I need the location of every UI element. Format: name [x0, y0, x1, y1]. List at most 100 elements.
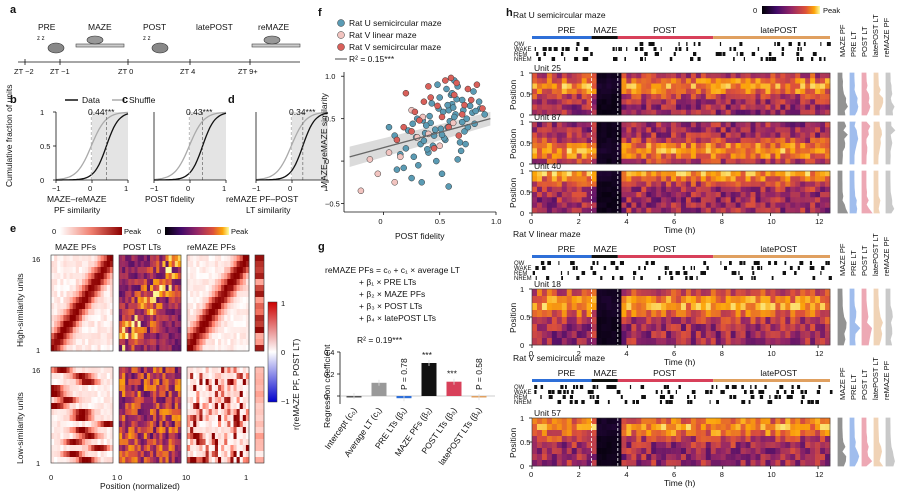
heatmap-cell: [236, 397, 240, 404]
raster-cell: [820, 303, 826, 311]
heatmap-cell: [233, 433, 237, 440]
state-tick: [573, 385, 575, 389]
heatmap-cell: [91, 321, 95, 328]
heatmap-cell: [106, 339, 111, 346]
raster-cell: [561, 303, 568, 311]
heatmap-cell: [63, 385, 67, 392]
heatmap-cell: [82, 451, 86, 458]
raster-cell: [641, 99, 647, 105]
state-tick: [565, 385, 567, 389]
heatmap-cell: [106, 409, 111, 416]
raster-cell: [725, 143, 731, 149]
raster-cell: [740, 310, 746, 318]
heatmap-cell: [134, 451, 138, 458]
unit-raster-heatmap: [532, 73, 831, 116]
raster-cell: [546, 296, 553, 304]
raster-cell: [725, 94, 731, 100]
heatmap-cell: [165, 415, 169, 422]
heatmap-cell: [97, 457, 101, 464]
state-tick: [575, 47, 578, 51]
raster-cell: [561, 442, 568, 449]
raster-cell: [586, 324, 592, 332]
heatmap-cell: [51, 327, 55, 334]
state-tick: [584, 47, 587, 51]
heatmap-cell: [187, 439, 191, 446]
heatmap-cell: [119, 303, 123, 310]
raster-cell: [700, 132, 707, 139]
raster-cell: [651, 127, 657, 133]
raster-cell: [671, 99, 677, 105]
raster-cell: [676, 158, 682, 165]
raster-cell: [681, 430, 687, 437]
heatmap-cell: [60, 373, 64, 380]
heatmap-cell: [63, 391, 67, 398]
correlation-cell: [255, 409, 264, 416]
heatmap-cell: [60, 309, 64, 316]
raster-cell: [571, 148, 577, 154]
raster-cell: [626, 122, 632, 128]
raster-cell: [611, 460, 617, 467]
heatmap-cell: [150, 273, 154, 280]
cdf-b-xlabel-1: MAZE–reMAZE: [47, 194, 107, 204]
heatmap-cell: [205, 403, 209, 410]
heatmap-cell: [174, 261, 179, 268]
heatmap-cell: [122, 303, 126, 310]
raster-cell: [695, 122, 702, 128]
raster-cell: [800, 127, 806, 133]
raster-cell: [561, 430, 568, 437]
heatmap-cell: [134, 421, 138, 428]
heatmap-cell: [174, 445, 179, 452]
scatter-point: [461, 101, 468, 109]
heatmap-cell: [69, 255, 73, 262]
heatmap-cell: [97, 439, 101, 446]
side-curve-label: MAZE PF: [838, 24, 847, 57]
raster-cell: [606, 448, 612, 455]
raster-cell: [596, 460, 602, 467]
heatmap-cell: [69, 427, 73, 434]
raster-cell: [755, 317, 761, 325]
raster-cell: [805, 94, 811, 100]
phase-bar-segment: [591, 36, 618, 39]
heatmap-cell: [131, 321, 135, 328]
raster-cell: [810, 127, 816, 133]
heatmap-cell: [162, 273, 166, 280]
heatmap-cell: [168, 385, 172, 392]
heatmap-cell: [236, 379, 240, 386]
heatmap-cell: [78, 321, 83, 328]
raster-cell: [720, 448, 726, 455]
raster-cell: [730, 148, 736, 154]
unit-label: Unit 18: [534, 279, 561, 289]
heatmap-cell: [168, 433, 172, 440]
raster-cell: [695, 176, 702, 182]
heatmap-cell: [97, 255, 101, 262]
heatmap-cell: [66, 397, 70, 404]
heatmap-cell: [100, 315, 104, 322]
state-tick: [592, 261, 595, 265]
raster-cell: [541, 424, 548, 431]
heatmap-cell: [54, 303, 58, 310]
state-tick: [716, 400, 719, 404]
heatmap-cell: [134, 279, 138, 286]
heatmap-cell: [156, 457, 160, 464]
heatmap-cell: [57, 327, 61, 334]
heatmap-cell: [97, 391, 101, 398]
heatmap-cell: [82, 333, 86, 340]
heatmap-cell: [88, 297, 92, 304]
heatmap-cell: [100, 385, 104, 392]
heatmap-cell: [245, 457, 250, 464]
heatmap-cell: [165, 279, 169, 286]
raster-cell: [755, 197, 761, 203]
raster-cell: [750, 436, 756, 443]
raster-cell: [745, 181, 751, 188]
heatmap-cell: [137, 373, 141, 380]
heatmap-cell: [85, 445, 89, 452]
state-tick: [791, 390, 794, 394]
scatter-point: [418, 179, 425, 186]
heatmap-cell: [103, 345, 108, 352]
heatmap-cell: [239, 403, 244, 410]
raster-cell: [591, 153, 597, 160]
raster-cell: [760, 460, 766, 467]
raster-cell: [626, 181, 632, 188]
heatmap-cell: [125, 339, 129, 346]
